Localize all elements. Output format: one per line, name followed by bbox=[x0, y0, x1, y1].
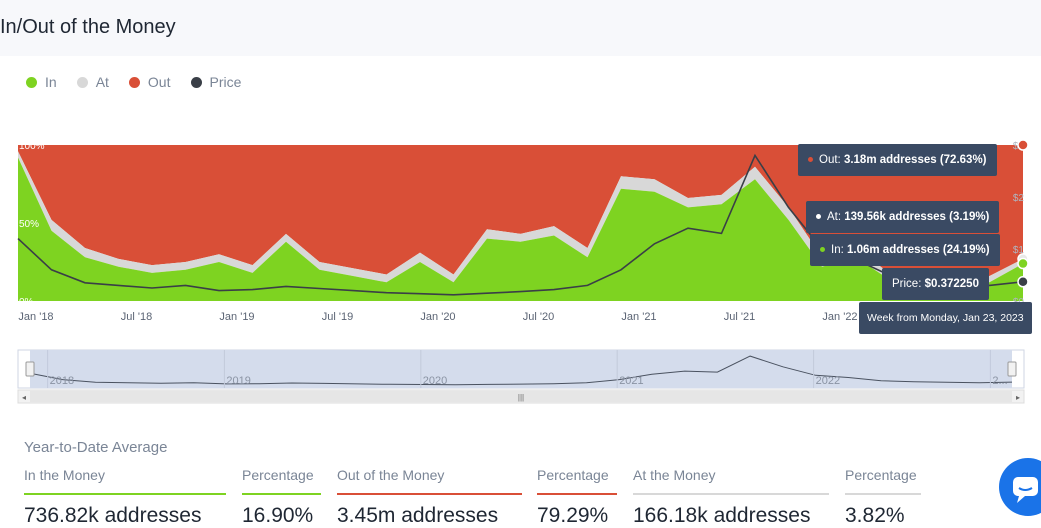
stat-out-of-the-money: Out of the Money 3.45m addresses bbox=[337, 467, 522, 528]
legend-dot-in bbox=[26, 76, 37, 88]
x-tick-label: Jan '20 bbox=[420, 311, 455, 323]
price-tick-label: $1 bbox=[1013, 245, 1025, 256]
range-navigator[interactable]: 2018 2019 2020 2021 2022 2... ◂ ▸ ||| bbox=[0, 346, 1041, 408]
scroll-right-arrow-icon: ▸ bbox=[1016, 393, 1020, 402]
stat-in-percentage: Percentage 16.90% bbox=[242, 467, 321, 528]
x-tick-label: Jan '18 bbox=[18, 311, 53, 323]
navigator-handle-right bbox=[1007, 361, 1017, 377]
tooltip-at: At: 139.56k addresses (3.19%) bbox=[806, 201, 1000, 233]
stat-underline bbox=[537, 493, 617, 495]
stat-label: Percentage bbox=[845, 467, 917, 483]
stat-underline bbox=[242, 493, 321, 495]
stat-at-percentage: Percentage 3.82% bbox=[845, 467, 921, 528]
stat-label: Out of the Money bbox=[337, 467, 445, 483]
stat-out-percentage: Percentage 79.29% bbox=[537, 467, 617, 528]
tooltip-out-dot bbox=[808, 157, 813, 163]
legend-item-price[interactable]: Price bbox=[190, 74, 242, 90]
x-tick-label: Jul '20 bbox=[523, 311, 554, 323]
navigator-tick-label: 2... bbox=[992, 375, 1007, 387]
tooltip-out-value: 3.18m addresses (72.63%) bbox=[843, 154, 987, 166]
legend-item-out[interactable]: Out bbox=[128, 74, 171, 90]
y-tick-label: 50% bbox=[19, 219, 39, 230]
stat-underline bbox=[633, 493, 829, 495]
x-tick-label: Jan '19 bbox=[219, 311, 254, 323]
legend-item-in[interactable]: In bbox=[26, 74, 57, 90]
stat-underline bbox=[337, 493, 522, 495]
legend-label-price: Price bbox=[209, 74, 242, 90]
y-tick-label: 0% bbox=[19, 297, 34, 308]
legend-label-at: At bbox=[95, 74, 109, 90]
tooltip-at-label: At: bbox=[827, 211, 842, 223]
stat-value: 3.82% bbox=[845, 504, 905, 527]
stats-heading: Year-to-Date Average bbox=[24, 439, 168, 456]
x-tick-label: Jul '21 bbox=[724, 311, 755, 323]
navigator-handle-left bbox=[25, 361, 35, 377]
chat-icon bbox=[1013, 477, 1038, 503]
series-at-area bbox=[18, 151, 1023, 286]
navigator-tick-label: 2022 bbox=[816, 375, 840, 387]
scroll-left-arrow-icon: ◂ bbox=[22, 393, 26, 402]
stat-value: 16.90% bbox=[242, 504, 314, 527]
stat-underline bbox=[845, 493, 921, 495]
navigator-tick-label: 2018 bbox=[50, 375, 74, 387]
hover-marker-out bbox=[1017, 139, 1029, 151]
tooltip-price-label: Price: bbox=[892, 278, 922, 290]
x-tick-label: Jul '18 bbox=[121, 311, 152, 323]
chart-legend: In At Out Price bbox=[26, 74, 241, 90]
legend-label-out: Out bbox=[147, 74, 171, 90]
tooltip-out: Out: 3.18m addresses (72.63%) bbox=[798, 144, 997, 176]
series-in-area bbox=[18, 157, 1023, 301]
tooltip-price: Price: $0.372250 bbox=[882, 268, 989, 300]
x-tick-label: Jul '19 bbox=[322, 311, 353, 323]
chat-button[interactable] bbox=[999, 458, 1041, 516]
legend-label-in: In bbox=[45, 74, 57, 90]
legend-item-at[interactable]: At bbox=[76, 74, 109, 90]
legend-dot-out bbox=[128, 76, 140, 88]
legend-dot-price bbox=[190, 76, 202, 88]
stat-underline bbox=[24, 493, 226, 495]
price-tick-label: $2 bbox=[1013, 193, 1025, 204]
tooltip-in-value: 1.06m addresses (24.19%) bbox=[847, 244, 990, 256]
navigator-price-line bbox=[29, 355, 1013, 386]
page-header: In/Out of the Money bbox=[0, 0, 1041, 56]
scrollbar-thumb bbox=[30, 391, 1012, 402]
tooltip-in-label: In: bbox=[831, 244, 844, 256]
legend-dot-at bbox=[76, 76, 88, 88]
stat-value: 736.82k addresses bbox=[24, 504, 202, 527]
tooltip-in-dot bbox=[820, 247, 825, 253]
series-out-area bbox=[18, 145, 1023, 280]
hover-marker-price bbox=[1017, 276, 1029, 288]
tooltip-price-value: $0.372250 bbox=[924, 278, 979, 290]
stat-label: Percentage bbox=[242, 467, 314, 483]
navigator-tick-label: 2020 bbox=[423, 375, 447, 387]
stat-label: At the Money bbox=[633, 467, 716, 483]
tooltip-at-value: 139.56k addresses (3.19%) bbox=[844, 211, 990, 223]
page-title: In/Out of the Money bbox=[0, 16, 176, 38]
tooltip-in: In: 1.06m addresses (24.19%) bbox=[810, 234, 1000, 266]
tooltip-at-dot bbox=[816, 214, 821, 220]
stat-label: In the Money bbox=[24, 467, 105, 483]
stat-in-the-money: In the Money 736.82k addresses bbox=[24, 467, 226, 528]
x-tick-label: Jan '21 bbox=[621, 311, 656, 323]
x-tick-label: Jan '22 bbox=[822, 311, 857, 323]
navigator-selection bbox=[30, 350, 1012, 388]
navigator-tick-label: 2019 bbox=[226, 375, 250, 387]
scrollbar-grip-icon: ||| bbox=[518, 393, 524, 402]
tooltip-out-label: Out: bbox=[819, 154, 841, 166]
tooltip-week: Week from Monday, Jan 23, 2023 bbox=[859, 302, 1032, 334]
stat-value: 3.45m addresses bbox=[337, 504, 499, 527]
navigator-tick-label: 2021 bbox=[619, 375, 643, 387]
hover-marker-in bbox=[1017, 257, 1029, 270]
y-tick-label: 100% bbox=[19, 141, 45, 152]
stat-value: 79.29% bbox=[537, 504, 609, 527]
stat-label: Percentage bbox=[537, 467, 609, 483]
stat-value: 166.18k addresses bbox=[633, 504, 811, 527]
stat-at-the-money: At the Money 166.18k addresses bbox=[633, 467, 829, 528]
